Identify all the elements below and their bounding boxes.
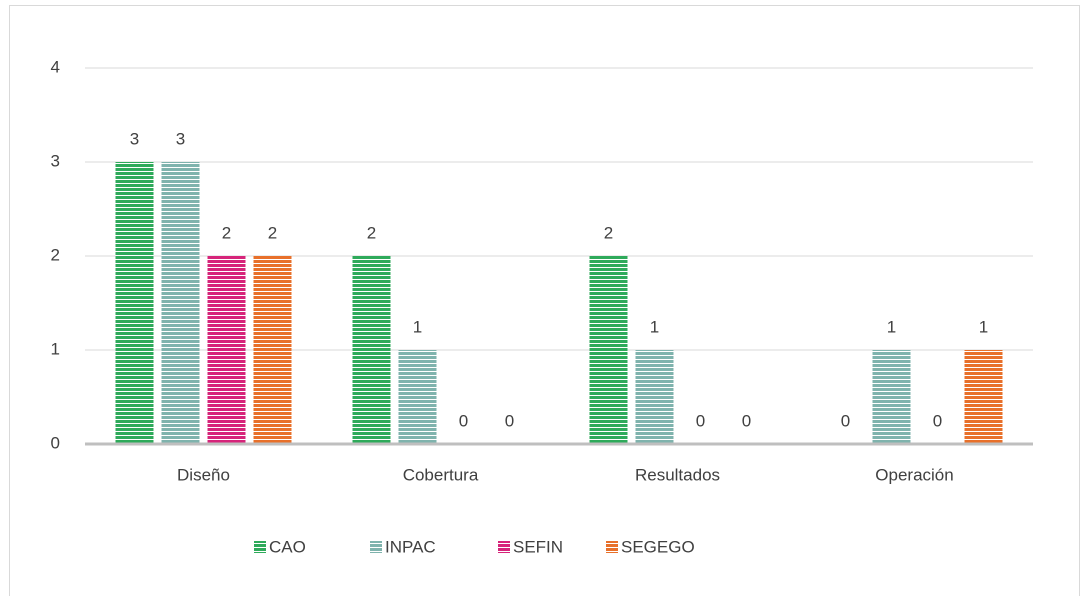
x-tick-label: Operación <box>875 465 953 484</box>
data-label: 0 <box>841 411 850 430</box>
bar <box>964 350 1003 444</box>
data-label: 3 <box>176 129 185 148</box>
bar <box>253 256 292 444</box>
x-tick-label: Cobertura <box>403 465 479 484</box>
legend-label: INPAC <box>385 537 436 556</box>
data-label: 1 <box>650 317 659 336</box>
legend-swatch <box>370 541 382 553</box>
y-tick-label: 3 <box>51 151 60 170</box>
x-tick-label: Diseño <box>177 465 230 484</box>
data-label: 0 <box>505 411 514 430</box>
data-label: 2 <box>222 223 231 242</box>
data-label: 2 <box>367 223 376 242</box>
bar <box>872 350 911 444</box>
legend-swatch <box>254 541 266 553</box>
data-label: 2 <box>604 223 613 242</box>
y-tick-label: 4 <box>51 57 60 76</box>
bar <box>161 162 200 444</box>
data-label: 1 <box>979 317 988 336</box>
bar <box>352 256 391 444</box>
y-tick-label: 2 <box>51 245 60 264</box>
legend-label: CAO <box>269 537 306 556</box>
data-label: 0 <box>933 411 942 430</box>
y-tick-label: 1 <box>51 339 60 358</box>
bar <box>207 256 246 444</box>
legend-swatch <box>498 541 510 553</box>
data-label: 0 <box>742 411 751 430</box>
legend-label: SEFIN <box>513 537 563 556</box>
data-label: 1 <box>413 317 422 336</box>
data-label: 1 <box>887 317 896 336</box>
data-label: 0 <box>696 411 705 430</box>
legend-label: SEGEGO <box>621 537 695 556</box>
bar <box>115 162 154 444</box>
data-label: 2 <box>268 223 277 242</box>
legend-swatch <box>606 541 618 553</box>
x-tick-label: Resultados <box>635 465 720 484</box>
y-tick-label: 0 <box>51 433 60 452</box>
bar <box>635 350 674 444</box>
bar <box>398 350 437 444</box>
data-label: 0 <box>459 411 468 430</box>
data-label: 3 <box>130 129 139 148</box>
bar <box>589 256 628 444</box>
chart-frame <box>9 5 1080 596</box>
